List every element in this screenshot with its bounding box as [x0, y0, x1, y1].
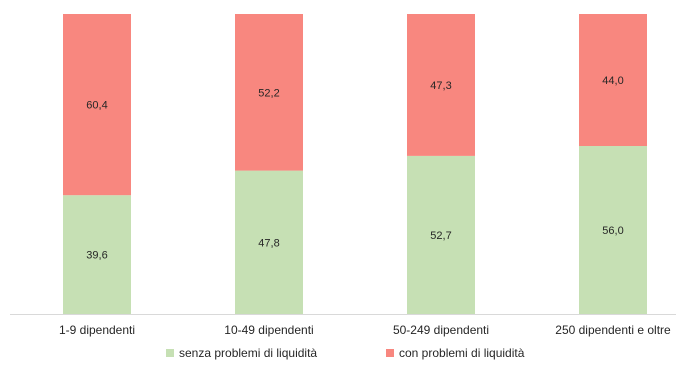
legend-item-senza: senza problemi di liquidità — [166, 346, 317, 360]
data-label-con-0: 60,4 — [86, 100, 107, 112]
legend-swatch-con — [386, 349, 394, 357]
bar-segment-senza-2 — [407, 155, 475, 314]
data-label-con-2: 47,3 — [430, 80, 451, 92]
data-label-con-3: 44,0 — [602, 75, 623, 87]
bar-segment-con-1 — [235, 14, 303, 171]
x-tick-label-0: 1-9 dipendenti — [59, 323, 135, 337]
legend: senza problemi di liquidità con problemi … — [166, 346, 525, 360]
bar-segment-senza-1 — [235, 170, 303, 314]
bar-segment-con-0 — [63, 14, 131, 196]
bar-segment-con-2 — [407, 14, 475, 156]
bar-segment-con-3 — [579, 14, 647, 146]
bars-layer: 39,6 60,4 47,8 52,2 52,7 47,3 56,0 44,0 — [63, 14, 647, 314]
legend-label-con: con problemi di liquidità — [399, 346, 525, 360]
data-label-senza-0: 39,6 — [86, 250, 107, 262]
x-tick-label-3: 250 dipendenti e oltre — [555, 323, 671, 337]
legend-label-senza: senza problemi di liquidità — [179, 346, 317, 360]
bar-segment-senza-3 — [579, 146, 647, 314]
data-label-senza-1: 47,8 — [258, 237, 279, 249]
data-label-senza-3: 56,0 — [602, 225, 623, 237]
x-tick-labels: 1-9 dipendenti 10-49 dipendenti 50-249 dip… — [59, 323, 671, 337]
legend-swatch-senza — [166, 349, 174, 357]
legend-item-con: con problemi di liquidità — [386, 346, 525, 360]
bar-segment-senza-0 — [63, 195, 131, 314]
data-label-con-1: 52,2 — [258, 87, 279, 99]
x-tick-label-2: 50-249 dipendenti — [393, 323, 489, 337]
data-label-senza-2: 52,7 — [430, 230, 451, 242]
x-tick-label-1: 10-49 dipendenti — [224, 323, 313, 337]
